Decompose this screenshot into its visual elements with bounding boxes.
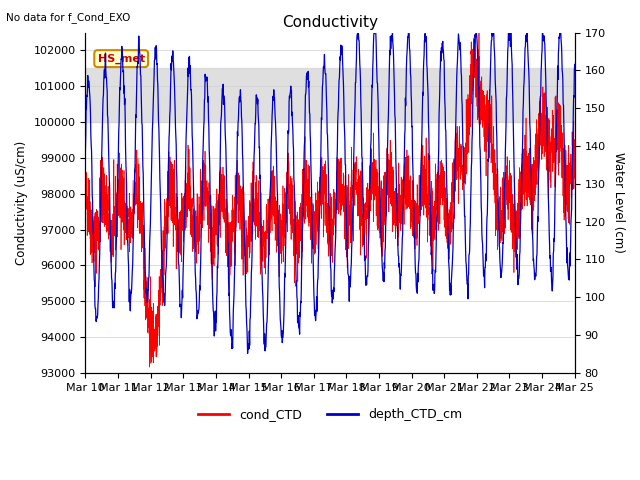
Title: Conductivity: Conductivity (282, 15, 378, 30)
Y-axis label: Conductivity (uS/cm): Conductivity (uS/cm) (15, 141, 28, 265)
Text: No data for f_Cond_EXO: No data for f_Cond_EXO (6, 12, 131, 23)
Text: HS_met: HS_met (98, 53, 145, 64)
Y-axis label: Water Level (cm): Water Level (cm) (612, 152, 625, 253)
Legend: cond_CTD, depth_CTD_cm: cond_CTD, depth_CTD_cm (193, 403, 467, 426)
Bar (85, 68, 575, 122)
